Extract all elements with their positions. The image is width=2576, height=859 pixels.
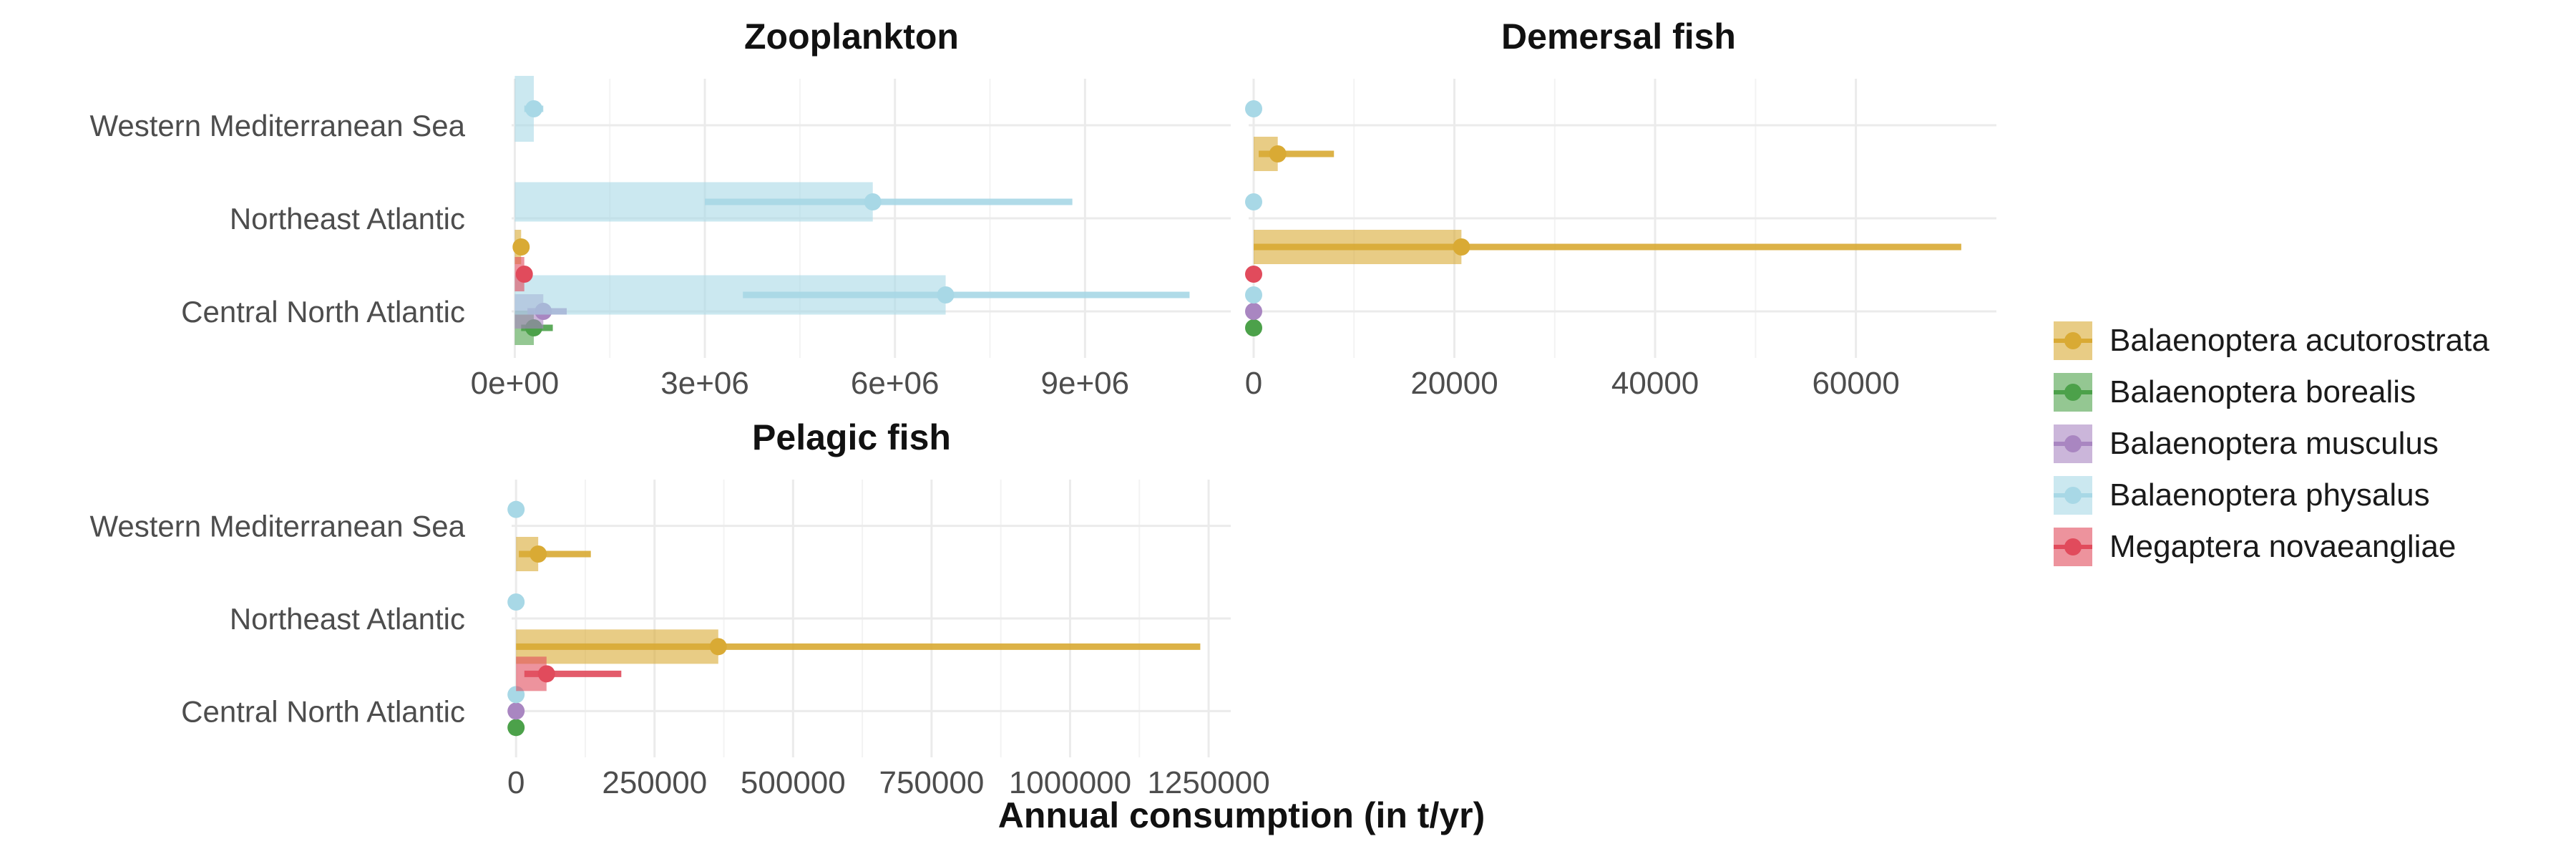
y-tick-label: Northeast Atlantic: [230, 202, 465, 236]
legend-key: [2054, 373, 2092, 412]
legend-key: [2054, 424, 2092, 463]
x-tick-label: 750000: [879, 765, 984, 800]
point-balaenoptera-physalus: [1245, 193, 1263, 210]
y-tick-label: Northeast Atlantic: [230, 602, 465, 636]
point-balaenoptera-borealis: [1245, 319, 1263, 336]
point-balaenoptera-acutorostrata: [512, 238, 530, 256]
point-megaptera-novaeangliae: [1245, 266, 1263, 283]
x-tick-label: 250000: [602, 765, 707, 800]
x-tick-label: 1000000: [1009, 765, 1131, 800]
x-tick-label: 40000: [1611, 366, 1699, 401]
point-balaenoptera-physalus: [507, 500, 525, 518]
y-tick-label: Western Mediterranean Sea: [89, 109, 465, 142]
panel-zooplankton: Zooplankton 0e+00 3e+06 6e+06 9e+06 Western M…: [89, 16, 1231, 401]
point-balaenoptera-physalus: [937, 286, 955, 304]
point-megaptera-novaeangliae: [537, 665, 555, 683]
legend-key-dot: [2064, 384, 2082, 401]
legend-key: [2054, 321, 2092, 360]
panel-title: Zooplankton: [744, 16, 959, 57]
x-tick-label: 3e+06: [660, 366, 749, 401]
panel-title: Demersal fish: [1501, 16, 1736, 57]
y-tick-label: Western Mediterranean Sea: [89, 510, 465, 543]
panel-demersal-fish: Demersal fish 0 20000 40000 60000: [1245, 16, 1996, 401]
x-tick-label: 1250000: [1147, 765, 1269, 800]
point-balaenoptera-acutorostrata: [1269, 145, 1287, 162]
point-balaenoptera-musculus: [507, 702, 525, 720]
x-tick-label: 6e+06: [851, 366, 940, 401]
x-tick-label: 0: [1245, 366, 1262, 401]
legend-key: [2054, 476, 2092, 515]
point-balaenoptera-physalus: [1245, 286, 1263, 304]
x-axis-title: Annual consumption (in t/yr): [997, 795, 1485, 835]
point-megaptera-novaeangliae: [515, 266, 533, 283]
legend-label: Balaenoptera borealis: [2109, 374, 2416, 409]
legend-label: Balaenoptera physalus: [2109, 477, 2430, 513]
legend: Balaenoptera acutorostrata Balaenoptera b…: [2054, 315, 2489, 573]
legend-key-dot: [2064, 332, 2082, 349]
point-balaenoptera-acutorostrata: [709, 638, 727, 656]
legend-item-balaenoptera-acutorostrata: Balaenoptera acutorostrata: [2054, 315, 2489, 367]
x-tick-label: 60000: [1812, 366, 1899, 401]
legend-key-dot: [2064, 538, 2082, 555]
legend-key-dot: [2064, 435, 2082, 452]
legend-label: Megaptera novaeangliae: [2109, 529, 2457, 564]
legend-label: Balaenoptera musculus: [2109, 426, 2439, 461]
point-balaenoptera-acutorostrata: [1453, 238, 1470, 256]
point-balaenoptera-physalus: [864, 193, 882, 210]
x-tick-label: 9e+06: [1041, 366, 1130, 401]
legend-key: [2054, 528, 2092, 566]
legend-item-balaenoptera-borealis: Balaenoptera borealis: [2054, 367, 2489, 418]
legend-label: Balaenoptera acutorostrata: [2109, 323, 2489, 358]
x-tick-label: 500000: [741, 765, 846, 800]
legend-item-balaenoptera-musculus: Balaenoptera musculus: [2054, 418, 2489, 470]
x-tick-label: 0: [507, 765, 525, 800]
point-balaenoptera-physalus: [525, 100, 542, 117]
point-balaenoptera-borealis: [507, 719, 525, 737]
x-tick-label: 0e+00: [471, 366, 560, 401]
point-balaenoptera-physalus: [507, 593, 525, 611]
panel-title: Pelagic fish: [752, 417, 951, 457]
point-balaenoptera-musculus: [1245, 303, 1263, 320]
y-tick-label: Central North Atlantic: [181, 295, 465, 329]
legend-item-balaenoptera-physalus: Balaenoptera physalus: [2054, 470, 2489, 521]
point-balaenoptera-acutorostrata: [530, 545, 547, 563]
y-tick-label: Central North Atlantic: [181, 694, 465, 728]
x-tick-label: 20000: [1410, 366, 1498, 401]
point-balaenoptera-physalus: [1245, 100, 1263, 117]
panel-pelagic-fish: Pelagic fish 0 250000 500000 750000 1000000 12…: [89, 417, 1269, 800]
legend-item-megaptera-novaeangliae: Megaptera novaeangliae: [2054, 521, 2489, 573]
legend-key-dot: [2064, 487, 2082, 504]
